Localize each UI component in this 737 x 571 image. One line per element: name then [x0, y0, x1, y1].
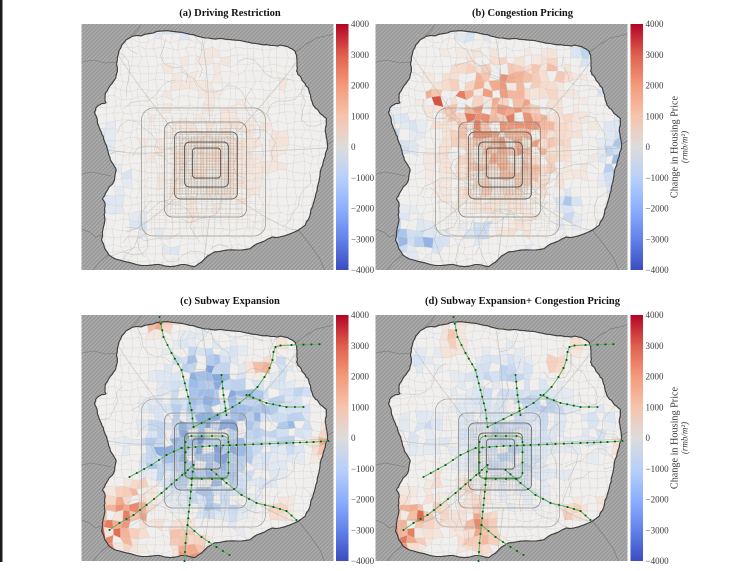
svg-text:−4000: −4000: [351, 265, 375, 275]
svg-text:−1000: −1000: [646, 464, 670, 474]
svg-text:2000: 2000: [646, 372, 665, 382]
svg-text:(d) Subway Expansion+ Congesti: (d) Subway Expansion+ Congestion Pricing: [425, 296, 621, 307]
svg-text:−1000: −1000: [351, 464, 375, 474]
svg-text:1000: 1000: [646, 111, 665, 121]
svg-text:(b) Congestion Pricing: (b) Congestion Pricing: [472, 8, 574, 19]
svg-text:4000: 4000: [351, 310, 370, 320]
svg-text:−4000: −4000: [351, 556, 375, 566]
svg-text:3000: 3000: [646, 50, 665, 60]
svg-text:0: 0: [351, 433, 356, 443]
svg-text:−2000: −2000: [351, 204, 375, 214]
svg-text:−2000: −2000: [646, 204, 670, 214]
svg-text:−3000: −3000: [646, 234, 670, 244]
svg-text:−2000: −2000: [351, 495, 375, 505]
svg-text:2000: 2000: [351, 81, 370, 91]
svg-text:3000: 3000: [646, 341, 665, 351]
svg-text:0: 0: [646, 142, 651, 152]
svg-text:(c) Subway Expansion: (c) Subway Expansion: [180, 296, 280, 307]
svg-text:0: 0: [351, 142, 356, 152]
svg-text:3000: 3000: [351, 341, 370, 351]
svg-text:−1000: −1000: [351, 173, 375, 183]
svg-text:1000: 1000: [351, 111, 370, 121]
svg-text:(a) Driving Restriction: (a) Driving Restriction: [179, 8, 281, 19]
svg-text:(rmb/m²): (rmb/m²): [680, 422, 690, 454]
svg-text:Change in Housing Price: Change in Housing Price: [670, 386, 681, 489]
svg-text:−3000: −3000: [351, 234, 375, 244]
svg-text:−2000: −2000: [646, 495, 670, 505]
svg-text:−4000: −4000: [646, 265, 670, 275]
svg-text:1000: 1000: [351, 402, 370, 412]
svg-text:(rmb/m²): (rmb/m²): [680, 131, 690, 163]
svg-text:−1000: −1000: [646, 173, 670, 183]
svg-text:−3000: −3000: [351, 525, 375, 535]
svg-text:Change in Housing Price: Change in Housing Price: [670, 95, 681, 198]
svg-text:3000: 3000: [351, 50, 370, 60]
svg-text:−3000: −3000: [646, 525, 670, 535]
svg-text:4000: 4000: [646, 310, 665, 320]
svg-text:4000: 4000: [351, 19, 370, 29]
svg-text:2000: 2000: [646, 81, 665, 91]
svg-text:2000: 2000: [351, 372, 370, 382]
svg-text:1000: 1000: [646, 402, 665, 412]
svg-text:−4000: −4000: [646, 556, 670, 566]
svg-text:0: 0: [646, 433, 651, 443]
svg-text:4000: 4000: [646, 19, 665, 29]
